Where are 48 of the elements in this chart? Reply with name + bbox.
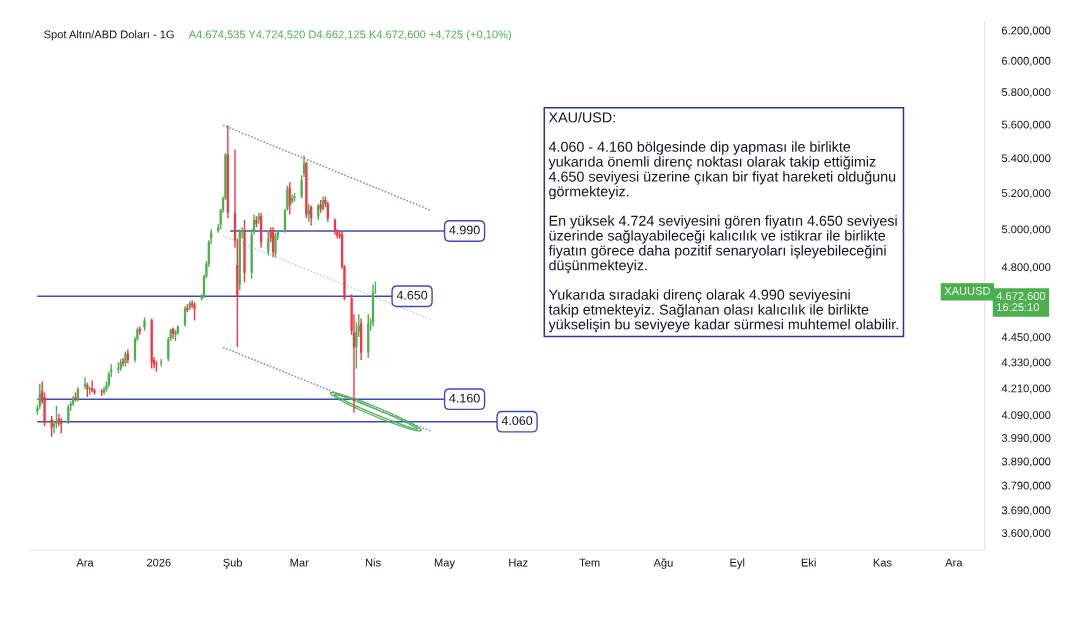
y-tick-label: 5.800,000 [1001, 88, 1051, 98]
y-tick-label: 3.600,000 [1001, 529, 1051, 539]
x-tick-label: Ara [76, 558, 94, 567]
x-tick-label: Eki [801, 558, 816, 567]
ref-line-label: 4.160 [449, 393, 480, 403]
y-tick-label: 4.450,000 [1001, 333, 1051, 343]
x-tick-label: Ara [945, 558, 963, 567]
y-tick-label: 3.790,000 [1001, 481, 1051, 491]
y-tick-label: 3.690,000 [1001, 506, 1051, 516]
y-tick-label: 5.000,000 [1001, 225, 1051, 235]
y-tick-label: 4.090,000 [1001, 411, 1051, 421]
ref-line-label: 4.060 [501, 416, 533, 426]
y-tick-label: 4.210,000 [1001, 384, 1051, 394]
x-tick-label: Ağu [653, 558, 673, 569]
y-tick-label: 6.000,000 [1002, 56, 1051, 67]
candlestick [243, 219, 246, 284]
y-tick-label: 4.330,000 [1001, 358, 1051, 368]
y-tick-label: 3.890,000 [1001, 457, 1051, 467]
ref-line-label: 4.990 [449, 225, 480, 235]
candlestick [117, 361, 120, 374]
text: Spot Altın/ABD Doları - 1G [44, 30, 174, 41]
y-tick-label: 5.200,000 [1001, 189, 1051, 199]
text: 4.672,600 16:25:10 [996, 292, 1046, 312]
candlestick [274, 232, 277, 259]
candlestick [183, 305, 187, 328]
y-tick-label: 3.990,000 [1001, 434, 1051, 444]
y-tick-label: 5.600,000 [1001, 120, 1051, 130]
candlestick [74, 391, 77, 403]
x-tick-label: Mar [290, 558, 309, 567]
candlestick [143, 316, 146, 332]
x-tick-label: Şub [223, 558, 243, 569]
text: A4.674,535 Y4.724,520 D4.662,125 K4.672,600 +4,725 (+0,10%) [188, 30, 511, 41]
x-tick-label: May [434, 558, 455, 569]
y-tick-label: 4.800,000 [1001, 263, 1051, 273]
x-tick-label: Kas [873, 558, 892, 567]
text: XAU/USD: 4.060 - 4.160 bölgesinde dip yapması ile birlikte yukarıda önemli direnç noktası olarak takip ettiğimiz 4.650 seviyesi üzerine çıkan bir fiyat hareketi olduğunu görmekteyiz. En yüksek 4.724 seviyesini gören fiyatın 4.650 seviyesi üzerinde sağlayabileceği kalıcılık ve istikrar ile birlikte fiyatın görece daha pozitif senaryoları işleyebileceğini düşünmekteyiz. Yukarıda sıradaki direnç olarak 4.990 seviyesini takip etmekteyiz. Sağlanan olası kalıcılık ile birlikte yükselişin bu seviyeye kadar sürmesi muhtemel olabilir. [548, 111, 898, 333]
y-tick-label: 5.400,000 [1001, 154, 1051, 164]
x-tick-label: Haz [509, 558, 528, 567]
y-tick-label: 6.200,000 [1002, 26, 1051, 36]
x-tick-label: 2026 [147, 558, 171, 567]
candlestick [155, 360, 158, 373]
x-tick-label: Tem [579, 558, 600, 567]
annotation: XAUUSD [944, 286, 990, 295]
ref-line-label: 4.650 [396, 290, 428, 300]
candlestick [160, 358, 163, 368]
candlestick [55, 405, 58, 430]
x-tick-label: Nis [365, 558, 381, 567]
x-tick-label: Eyl [730, 558, 745, 569]
